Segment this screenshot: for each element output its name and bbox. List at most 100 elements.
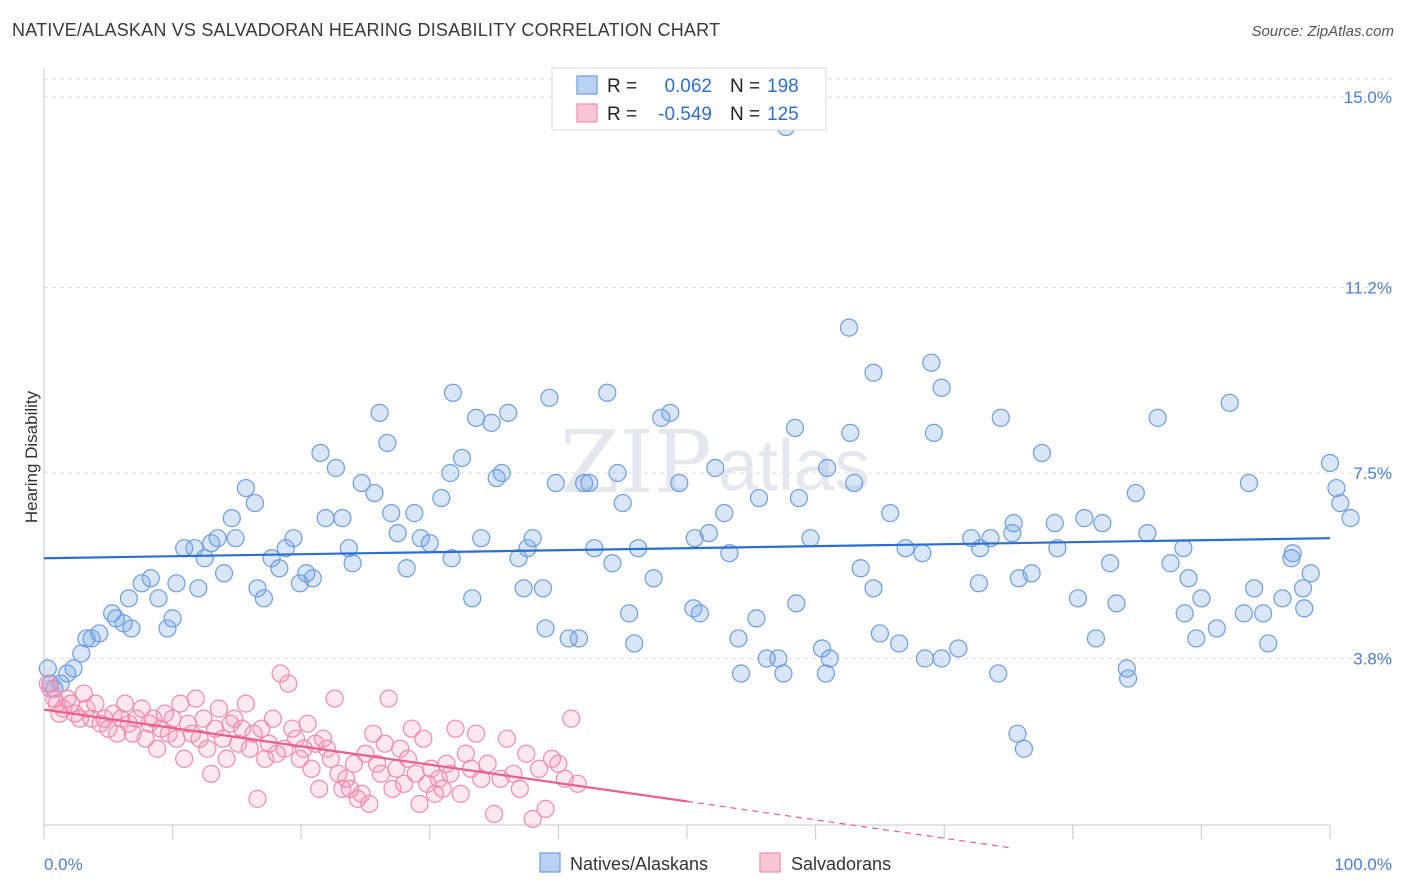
salvadoran-point	[344, 754, 364, 773]
salvadoran-point	[517, 744, 536, 763]
salvadoran-point	[236, 694, 256, 713]
salvadoran-point	[302, 759, 321, 778]
salvadoran-point	[256, 749, 275, 768]
native-point	[890, 634, 909, 653]
native-point	[613, 493, 632, 513]
salvadoran-point	[340, 779, 360, 798]
salvadoran-point	[186, 689, 205, 708]
x-tick-labels: 0.0% 100.0%	[44, 855, 1392, 874]
native-point	[1331, 493, 1350, 513]
salvadoran-point	[364, 724, 383, 743]
salvadoran-point	[194, 709, 213, 728]
chart-source: Source: ZipAtlas.com	[1251, 23, 1394, 40]
native-point	[896, 539, 915, 558]
native-point	[608, 463, 627, 483]
native-point	[1068, 589, 1088, 608]
salvadoran-point	[441, 764, 460, 783]
native-point	[236, 478, 256, 498]
salvadoran-point	[171, 694, 190, 713]
native-point	[818, 458, 837, 478]
native-point	[443, 383, 463, 402]
salvadoran-point	[202, 764, 221, 783]
native-point	[370, 403, 389, 422]
salvadorans-n-value: 125	[767, 104, 799, 125]
native-point	[1301, 564, 1320, 583]
salvadoran-point	[360, 794, 379, 813]
salvadoran-point	[394, 774, 414, 793]
native-point	[132, 574, 151, 593]
native-point	[620, 604, 639, 623]
salvadoran-point	[562, 709, 581, 728]
native-point	[991, 408, 1010, 427]
salvadoran-point	[466, 724, 486, 743]
native-point	[932, 378, 951, 397]
natives-trend-line	[43, 537, 1331, 560]
native-point	[311, 443, 330, 463]
salvadoran-point	[41, 679, 60, 698]
salvadoran-point	[367, 754, 387, 773]
salvadoran-point	[271, 664, 290, 683]
native-point	[969, 574, 989, 593]
native-point	[1086, 629, 1106, 648]
salvadorans-trend-extension	[686, 800, 1009, 849]
native-point	[405, 504, 424, 523]
native-point	[1075, 509, 1094, 528]
native-point	[1161, 554, 1180, 573]
salvadoran-point	[313, 729, 333, 748]
native-point	[1320, 453, 1340, 473]
bottom-legend-salvadorans: Salvadorans	[791, 854, 891, 874]
salvadoran-point	[225, 709, 244, 728]
native-point	[536, 619, 555, 638]
native-point	[585, 539, 604, 558]
native-point	[514, 579, 533, 598]
native-point	[1245, 579, 1264, 598]
salvadoran-point	[530, 759, 549, 778]
native-point	[870, 624, 890, 643]
salvadoran-point	[337, 769, 356, 788]
native-point	[851, 559, 870, 578]
y-tick-labels: 3.8% 7.5% 11.2% 15.0%	[1344, 88, 1392, 668]
native-point	[492, 463, 511, 483]
salvadoran-point	[414, 729, 433, 748]
native-point	[1295, 599, 1314, 618]
native-point	[158, 619, 177, 638]
native-point	[881, 504, 900, 523]
y-tick-label: 3.8%	[1353, 649, 1392, 668]
native-point	[1126, 483, 1145, 503]
y-tick-label: 15.0%	[1344, 88, 1392, 107]
salvadoran-point	[321, 749, 340, 768]
salvadoran-point	[290, 749, 310, 768]
salvadoran-point	[333, 779, 352, 798]
stats-legend-box	[551, 67, 827, 131]
native-point	[326, 458, 346, 478]
salvadoran-point	[446, 719, 465, 738]
salvadoran-point	[433, 779, 452, 798]
native-point	[839, 318, 859, 337]
native-point	[382, 504, 401, 523]
natives-n-value: 198	[767, 76, 799, 97]
salvadoran-point	[163, 709, 182, 728]
salvadoran-point	[352, 784, 371, 803]
stats-legend: R = 0.062 N = 198 R = -0.549 N = 125	[551, 67, 827, 131]
native-point	[1014, 739, 1034, 758]
native-point	[915, 649, 935, 668]
x-tick-label-min: 0.0%	[44, 855, 83, 874]
native-point	[1220, 393, 1239, 412]
native-point	[303, 569, 322, 588]
native-point	[1192, 589, 1211, 608]
native-point	[1118, 669, 1138, 688]
native-point	[922, 353, 941, 372]
native-point	[559, 629, 578, 648]
native-point	[1008, 724, 1027, 743]
native-point	[913, 544, 932, 563]
native-point	[864, 579, 883, 598]
salvadoran-point	[429, 769, 448, 788]
salvadoran-point	[175, 749, 194, 768]
native-point	[1174, 539, 1193, 558]
natives-swatch	[576, 75, 598, 95]
salvadoran-point	[198, 739, 217, 758]
native-point	[1273, 589, 1292, 608]
salvadoran-point	[398, 749, 418, 768]
native-point	[149, 589, 168, 608]
